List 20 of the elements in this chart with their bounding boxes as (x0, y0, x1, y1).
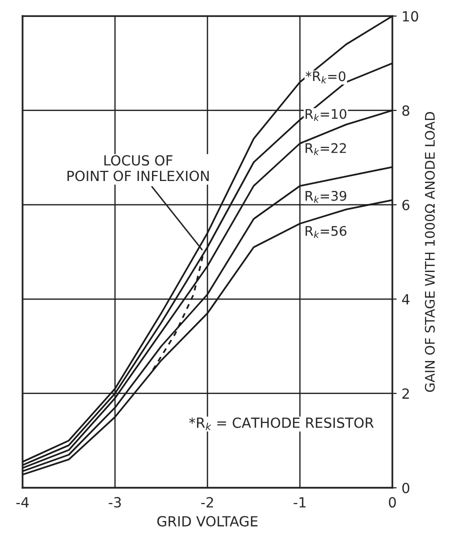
x-tick-label: -1 (294, 497, 306, 508)
x-tick-label: -4 (16, 497, 29, 508)
y-tick-label: 8 (402, 105, 410, 116)
series-label: R$_{k}$=56 (306, 226, 346, 238)
y-axis-title: GAIN OF STAGE WITH 1000Ω ANODE LOAD (424, 112, 435, 392)
y-tick-label: 10 (402, 11, 418, 22)
x-tick-label: -3 (108, 497, 121, 508)
y-tick-label: 0 (402, 482, 410, 494)
y-tick-label: 4 (402, 294, 410, 304)
x-tick-label: -2 (201, 497, 213, 508)
annotation: *R$_{k}$ = CATHODE RESISTOR (189, 418, 374, 430)
x-axis-title: GRID VOLTAGE (157, 516, 258, 527)
x-tick-label: 0 (388, 497, 396, 508)
series-label: R$_{k}$=39 (306, 190, 346, 203)
y-tick-label: 2 (402, 388, 409, 399)
y-tick-label: 6 (402, 200, 410, 210)
series-label: *R$_{k}$=0 (306, 71, 346, 84)
series-label: R$_{k}$=10 (306, 108, 346, 121)
series-label: R$_{k}$=22 (306, 143, 346, 156)
annotation: LOCUS OF POINT OF INFLEXION (68, 155, 209, 182)
